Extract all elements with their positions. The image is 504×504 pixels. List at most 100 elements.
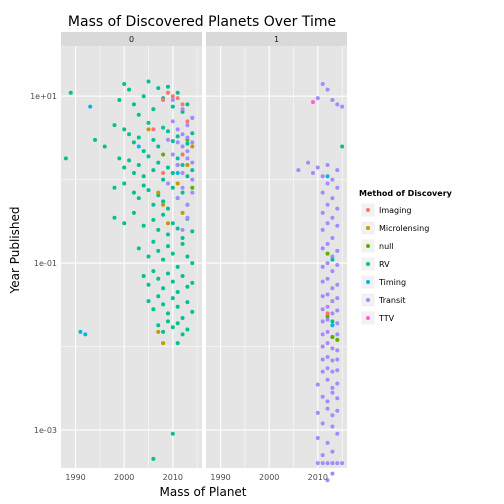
data-point-microlensing (190, 144, 195, 149)
data-point-null (190, 185, 195, 190)
data-point-transit (170, 98, 175, 103)
data-point-transit (330, 235, 335, 240)
data-point-transit (315, 436, 320, 441)
data-point-transit (320, 279, 325, 284)
data-point-transit (320, 246, 325, 251)
data-point-transit (325, 202, 330, 207)
data-point-transit (335, 321, 340, 326)
data-point-transit (325, 478, 330, 483)
data-point-transit (340, 461, 345, 466)
facet-strip-label-0: 0 (129, 35, 134, 44)
data-point-rv (165, 129, 170, 134)
data-point-transit (190, 115, 195, 120)
data-point-rv (161, 286, 166, 291)
facet-panel-1 (206, 46, 347, 468)
data-point-rv (151, 456, 156, 461)
data-point-rv (185, 102, 190, 107)
data-point-rv (146, 120, 151, 125)
x-tick-label: 2010 (308, 473, 328, 482)
legend-marker-ttv (366, 316, 370, 320)
data-point-rv (330, 319, 335, 324)
data-point-rv (170, 251, 175, 256)
data-point-transit (320, 82, 325, 87)
data-point-transit (325, 162, 330, 167)
legend-title: Method of Discovery (359, 189, 453, 198)
data-point-transit (180, 171, 185, 176)
data-point-rv (190, 280, 195, 285)
data-point-rv (146, 79, 151, 84)
data-point-transit (185, 202, 190, 207)
data-point-rv (131, 102, 136, 107)
data-point-transit (165, 181, 170, 186)
data-point-rv (170, 104, 175, 109)
data-point-transit (320, 421, 325, 426)
legend-label-imaging: Imaging (379, 206, 412, 215)
legend-label-microlensing: Microlensing (379, 224, 429, 233)
data-point-transit (180, 185, 185, 190)
data-point-transit (315, 410, 320, 415)
x-tick-label: 2010 (163, 473, 183, 482)
legend-label-timing: Timing (378, 278, 406, 287)
data-point-transit (325, 304, 330, 309)
data-point-transit (320, 453, 325, 458)
data-point-null (335, 337, 340, 342)
data-point-transit (180, 227, 185, 232)
data-point-transit (335, 396, 340, 401)
data-point-transit (320, 344, 325, 349)
data-point-timing (330, 323, 335, 328)
legend: Method of Discovery Imaging Microlensing… (359, 189, 453, 326)
data-point-transit (325, 329, 330, 334)
data-point-transit (325, 292, 330, 297)
data-point-rv (151, 307, 156, 312)
data-point-rv (165, 244, 170, 249)
data-point-imaging (161, 98, 166, 103)
x-tick-label: 1990 (65, 473, 85, 482)
legend-marker-microlensing (366, 226, 370, 230)
x-tick-label: 2000 (114, 473, 134, 482)
data-point-rv (161, 125, 166, 130)
data-point-imaging (170, 94, 175, 99)
data-point-transit (320, 332, 325, 337)
data-point-rv (165, 311, 170, 316)
data-point-transit (335, 282, 340, 287)
data-point-microlensing (146, 127, 151, 132)
data-point-rv (122, 165, 127, 170)
data-point-rv (170, 431, 175, 436)
data-point-rv (136, 196, 141, 201)
data-point-timing (78, 329, 83, 334)
y-tick-label: 1e+01 (30, 92, 57, 101)
data-point-rv (180, 190, 185, 195)
data-point-rv (180, 235, 185, 240)
legend-label-ttv: TTV (378, 314, 395, 323)
data-point-rv (131, 171, 136, 176)
data-point-rv (156, 248, 161, 253)
data-point-rv (146, 282, 151, 287)
data-point-rv (170, 171, 175, 176)
facet-strip-label-1: 1 (274, 35, 279, 44)
data-point-rv (156, 294, 161, 299)
data-point-rv (330, 257, 335, 262)
data-point-rv (180, 241, 185, 246)
data-point-rv (156, 323, 161, 328)
data-point-rv (156, 160, 161, 165)
data-point-transit (330, 424, 335, 429)
data-point-transit (335, 223, 340, 228)
data-point-transit (175, 196, 180, 201)
data-point-rv (146, 254, 151, 259)
data-point-transit (325, 377, 330, 382)
data-point-rv (180, 274, 185, 279)
data-point-rv (161, 329, 166, 334)
data-point-imaging (185, 119, 190, 124)
data-point-transit (335, 348, 340, 353)
data-point-transit (330, 449, 335, 454)
data-point-rv (190, 261, 195, 266)
data-point-transit (320, 369, 325, 374)
data-point-microlensing (161, 341, 166, 346)
data-point-microlensing (165, 221, 170, 226)
data-point-rv (185, 327, 190, 332)
data-point-transit (330, 177, 335, 182)
data-point-rv (190, 229, 195, 234)
data-point-rv (131, 210, 136, 215)
data-point-rv (165, 206, 170, 211)
